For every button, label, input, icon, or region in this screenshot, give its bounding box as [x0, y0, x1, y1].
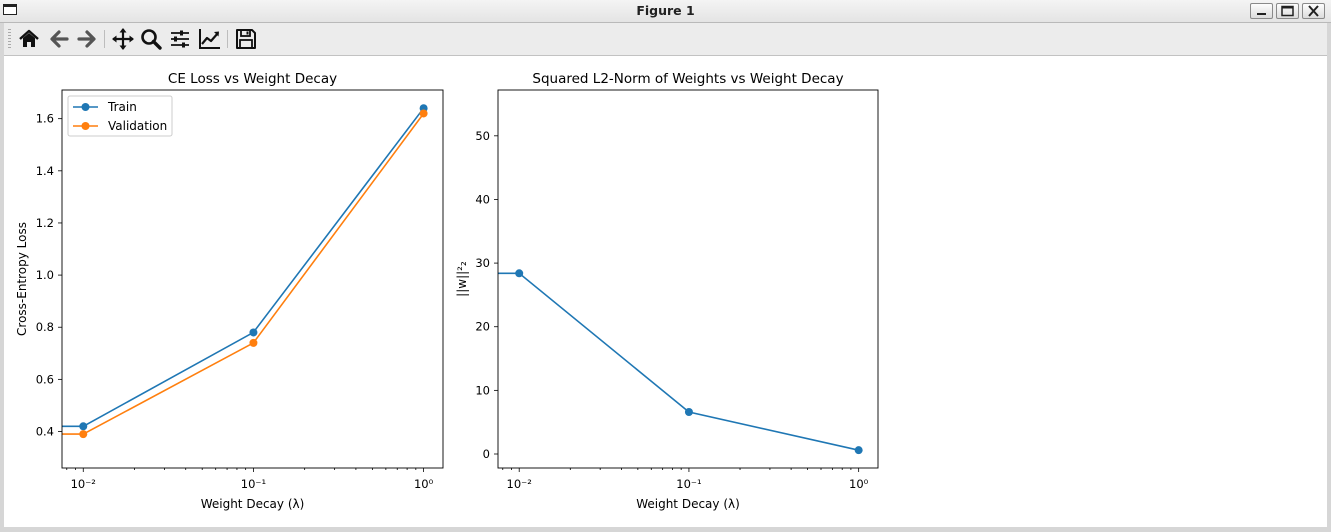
edit-axis-button[interactable] [197, 26, 223, 52]
axes-title: Squared L2-Norm of Weights vs Weight Dec… [532, 71, 843, 87]
plot-area [62, 107, 425, 435]
y-tick-label: 1.0 [36, 268, 54, 282]
toolbar-separator [104, 30, 105, 48]
arrow-left-icon [50, 30, 69, 48]
y-tick-label: 0.6 [36, 372, 54, 386]
navigation-toolbar [4, 23, 1327, 56]
data-point [249, 338, 258, 347]
axes-title: CE Loss vs Weight Decay [168, 71, 337, 87]
maximize-icon [1281, 5, 1294, 17]
window-title: Figure 1 [636, 3, 695, 18]
axes-1: CE Loss vs Weight Decay Weight Decay (λ) C… [15, 71, 444, 511]
arrow-right-icon [77, 30, 96, 48]
forward-button[interactable] [74, 26, 100, 52]
close-icon [1308, 5, 1319, 17]
toolbar-grip[interactable] [8, 29, 11, 49]
data-point [854, 446, 863, 455]
home-icon [19, 29, 39, 47]
plot-area [498, 272, 859, 451]
y-tick-label: 50 [475, 129, 490, 143]
save-button[interactable] [233, 26, 259, 52]
x-tick-label: 10⁻² [71, 477, 96, 491]
back-button[interactable] [46, 26, 72, 52]
axes-2: Squared L2-Norm of Weights vs Weight Dec… [455, 71, 879, 511]
y-tick-label: 1.6 [36, 112, 54, 126]
legend: Train Validation [67, 95, 173, 137]
figure-canvas[interactable]: CE Loss vs Weight Decay Weight Decay (λ) C… [4, 56, 1327, 527]
x-tick-label: 10⁰ [849, 477, 869, 491]
window-titlebar[interactable]: Figure 1 [0, 0, 1331, 23]
pan-button[interactable] [110, 26, 136, 52]
data-point [79, 430, 88, 439]
axes-frame [497, 89, 879, 469]
y-tick-label: 20 [475, 320, 490, 334]
legend-marker [81, 122, 90, 130]
home-button[interactable] [16, 26, 42, 52]
zoom-button[interactable] [138, 26, 164, 52]
window-menu-icon[interactable] [3, 4, 17, 15]
legend-marker [81, 103, 90, 111]
floppy-disk-icon [236, 29, 256, 49]
data-point [515, 269, 524, 278]
y-axis-label: Cross-Entropy Loss [15, 222, 29, 336]
x-axis-label: Weight Decay (λ) [201, 497, 305, 511]
x-tick-label: 10⁻² [507, 477, 532, 491]
data-point [79, 422, 88, 431]
close-button[interactable] [1302, 3, 1325, 19]
data-point [684, 408, 693, 416]
legend-label: Validation [108, 119, 167, 133]
legend-label: Train [107, 100, 137, 114]
x-axis-label: Weight Decay (λ) [636, 497, 740, 511]
toolbar-separator [227, 30, 228, 48]
move-icon [112, 28, 134, 50]
series-line-train [62, 107, 425, 428]
sliders-icon [171, 30, 189, 48]
y-tick-label: 0.8 [36, 320, 54, 334]
configure-subplots-button[interactable] [167, 26, 193, 52]
y-tick-label: 30 [475, 256, 490, 270]
y-tick-label: 40 [475, 192, 490, 206]
data-point [249, 328, 258, 337]
x-tick-label: 10⁻¹ [241, 477, 266, 491]
y-axis-label: ||w||²₂ [455, 261, 469, 297]
y-tick-label: 1.2 [36, 216, 54, 230]
axes-frame [61, 89, 444, 469]
y-tick-label: 0 [483, 447, 490, 461]
y-tick-label: 0.4 [36, 425, 54, 439]
minimize-button[interactable] [1250, 3, 1273, 19]
x-tick-label: 10⁰ [414, 477, 434, 491]
data-point [419, 109, 428, 118]
maximize-button[interactable] [1276, 3, 1299, 19]
series-line-validation [62, 113, 425, 435]
figure-svg: CE Loss vs Weight Decay Weight Decay (λ) C… [15, 71, 879, 511]
y-tick-label: 1.4 [36, 164, 54, 178]
x-tick-label: 10⁻¹ [676, 477, 701, 491]
series-line-norm [498, 272, 859, 451]
y-tick-label: 10 [475, 383, 490, 397]
line-chart-icon [199, 29, 220, 49]
minimize-icon [1257, 13, 1266, 15]
search-icon [141, 29, 162, 50]
